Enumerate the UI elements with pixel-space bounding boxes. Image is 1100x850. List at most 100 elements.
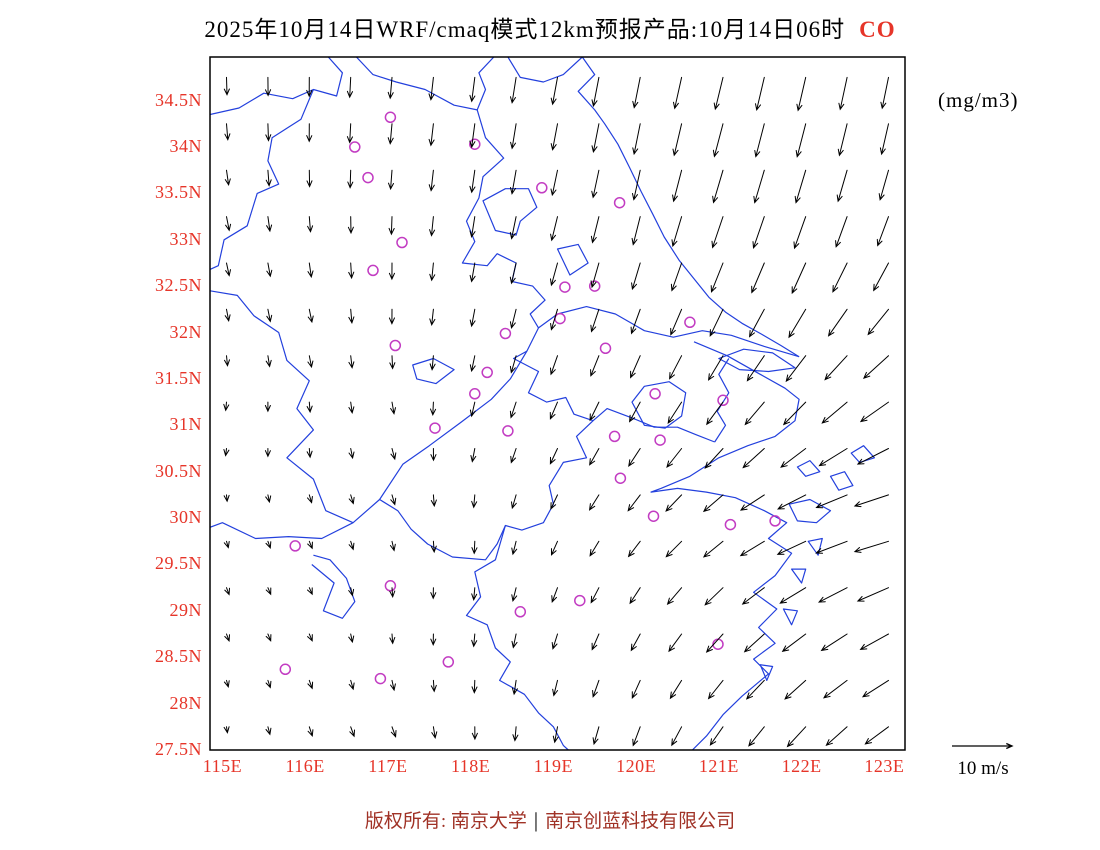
wind-arrow (591, 169, 600, 199)
wind-arrow (820, 633, 848, 652)
lat-axis-label: 32N (169, 321, 202, 342)
station-marker (514, 606, 527, 618)
map-line-lake-hongze (482, 188, 538, 236)
wind-arrow (835, 216, 848, 248)
wind-arrow (590, 355, 600, 377)
pollutant-label: CO (859, 17, 896, 42)
wind-arrow (389, 633, 396, 645)
wind-arrow (264, 448, 271, 458)
wind-arrow (389, 587, 396, 599)
wind-arrow (307, 540, 313, 550)
lat-axis-label: 31N (169, 414, 202, 435)
station-marker (374, 672, 387, 685)
wind-arrow (712, 123, 724, 158)
wind-arrow (630, 633, 641, 652)
wind-arrow (632, 76, 641, 109)
station-marker (608, 430, 621, 443)
wind-arrow (469, 308, 476, 328)
wind-arrow (430, 633, 437, 647)
wind-arrow (430, 494, 437, 508)
wind-arrow (348, 540, 355, 551)
map-line-island-daishan (829, 471, 854, 491)
wind-arrow (550, 355, 558, 376)
wind-arrow (793, 216, 807, 250)
wind-arrow (670, 262, 683, 292)
wind-arrow (306, 401, 313, 414)
wind-arrow (348, 587, 355, 597)
wind-arrow (702, 494, 724, 513)
wind-arrow (711, 216, 724, 249)
footer-divider: | (533, 808, 539, 832)
wind-arrow (838, 76, 848, 111)
wind-arrow (705, 633, 724, 653)
wind-arrow (669, 679, 683, 700)
lon-axis-label: 123E (864, 756, 905, 776)
wind-arrow (552, 679, 559, 697)
wind-arrow (666, 587, 683, 606)
wind-arrow (627, 494, 641, 512)
station-marker (649, 388, 661, 400)
wind-arrow (429, 262, 436, 282)
wind-arrow (348, 355, 355, 369)
lat-axis-label: 34.5N (155, 89, 202, 110)
map-line-lake-chaohu (412, 357, 455, 385)
wind-arrow (430, 540, 437, 554)
wind-arrow (469, 76, 476, 103)
wind-arrow (265, 76, 272, 97)
wind-arrow (509, 355, 517, 374)
wind-arrow (589, 401, 600, 422)
wind-arrow (630, 308, 641, 335)
wind-arrow (824, 355, 848, 381)
wind-arrow (818, 448, 848, 467)
wind-arrow (669, 355, 683, 380)
station-marker (469, 388, 481, 400)
map-line-island-zhoushan (788, 498, 832, 524)
wind-arrow (856, 587, 889, 602)
wind-arrow (592, 679, 600, 698)
wind-arrow (817, 587, 848, 603)
wind-arrow (550, 308, 558, 331)
wind-arrow (777, 494, 807, 510)
wind-arrow (512, 726, 519, 742)
wind-arrow (859, 633, 889, 650)
wind-arrow (510, 448, 517, 464)
wind-arrow (307, 262, 314, 279)
lat-axis-label: 30N (169, 507, 202, 528)
station-marker (654, 434, 666, 446)
map-line-border-zhejiang-fujian (465, 525, 569, 750)
lon-axis-label: 120E (616, 756, 657, 776)
map-line-yangtze-river (210, 306, 800, 540)
wind-arrow (862, 355, 889, 379)
wind-arrow (590, 587, 600, 604)
wind-arrow (672, 123, 683, 157)
wind-arrow (752, 216, 765, 249)
wind-arrow (549, 448, 558, 465)
map-boundaries (210, 57, 876, 750)
map-line-island-yushan (782, 608, 799, 626)
wind-arrow (223, 494, 230, 503)
map-line-border-shandong-east (507, 57, 583, 83)
wind-arrow (631, 679, 641, 700)
copyright-footer: 版权所有: 南京大学 | 南京创蓝科技有限公司 (0, 806, 1100, 833)
station-marker (647, 510, 660, 522)
wind-arrow (307, 355, 314, 369)
wind-arrow (388, 262, 395, 281)
wind-arrow (265, 587, 272, 596)
wind-arrow (550, 169, 558, 197)
station-marker (349, 141, 361, 153)
wind-arrow (266, 216, 273, 233)
station-marker (724, 518, 737, 531)
wind-arrow (588, 494, 600, 511)
station-marker (574, 594, 586, 607)
wind-arrow (550, 216, 558, 242)
lon-axis-label: 122E (781, 756, 822, 776)
unit-label: (mg/m3) (938, 88, 1019, 112)
wind-arrow (471, 494, 478, 509)
map-line-lake-poyang (311, 554, 356, 619)
lat-axis-label: 33N (169, 228, 202, 249)
wind-arrow (590, 308, 600, 333)
station-marker (712, 638, 724, 650)
wind-arrow (346, 76, 353, 99)
wind-arrow (550, 123, 558, 151)
wind-arrow (632, 123, 641, 156)
